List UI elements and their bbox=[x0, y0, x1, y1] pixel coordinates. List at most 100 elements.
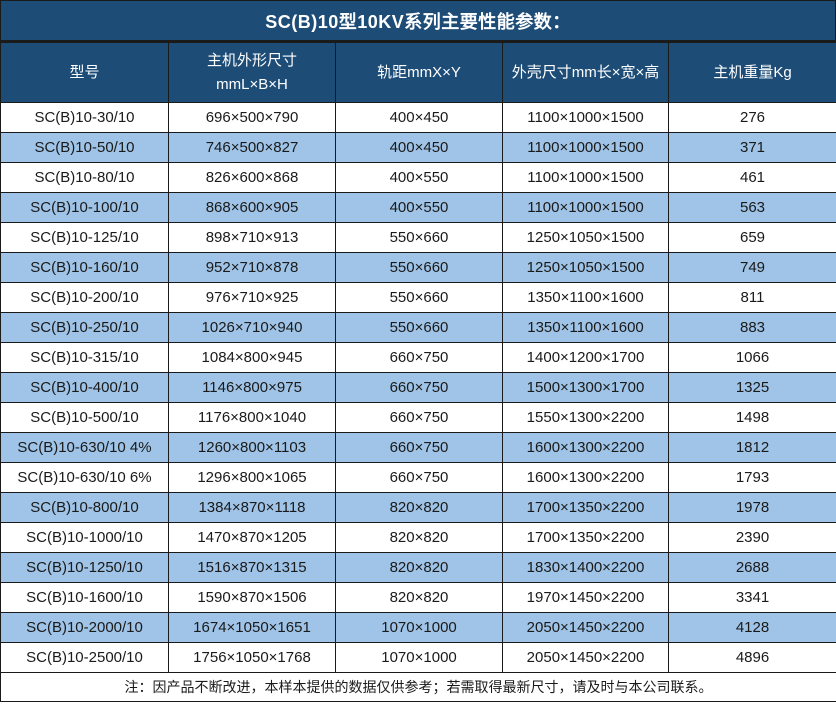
cell-rail-gauge: 1070×1000 bbox=[335, 612, 503, 643]
cell-rail-gauge: 660×750 bbox=[335, 432, 503, 463]
cell-shell-dimensions: 1600×1300×2200 bbox=[502, 462, 669, 493]
cell-shell-dimensions: 1600×1300×2200 bbox=[502, 432, 669, 463]
table-row: SC(B)10-315/10 1084×800×945 660×750 1400×12… bbox=[0, 342, 836, 373]
cell-host-dimensions: 1146×800×975 bbox=[168, 372, 336, 403]
cell-rail-gauge: 400×550 bbox=[335, 162, 503, 193]
cell-model: SC(B)10-125/10 bbox=[0, 222, 169, 253]
cell-model: SC(B)10-1000/10 bbox=[0, 522, 169, 553]
cell-host-dimensions: 1470×870×1205 bbox=[168, 522, 336, 553]
cell-host-dimensions: 1674×1050×1651 bbox=[168, 612, 336, 643]
cell-host-dimensions: 1590×870×1506 bbox=[168, 582, 336, 613]
table-row: SC(B)10-630/10 6% 1296×800×1065 660×750 160… bbox=[0, 462, 836, 493]
cell-host-dimensions: 1296×800×1065 bbox=[168, 462, 336, 493]
cell-model: SC(B)10-400/10 bbox=[0, 372, 169, 403]
cell-model: SC(B)10-315/10 bbox=[0, 342, 169, 373]
cell-rail-gauge: 550×660 bbox=[335, 222, 503, 253]
table-row: SC(B)10-1600/10 1590×870×1506 820×820 1970×… bbox=[0, 582, 836, 613]
cell-shell-dimensions: 2050×1450×2200 bbox=[502, 612, 669, 643]
table-row: SC(B)10-2500/10 1756×1050×1768 1070×1000 20… bbox=[0, 642, 836, 673]
cell-host-dimensions: 696×500×790 bbox=[168, 102, 336, 133]
cell-host-dimensions: 1756×1050×1768 bbox=[168, 642, 336, 673]
table-row: SC(B)10-100/10 868×600×905 400×550 1100×100… bbox=[0, 192, 836, 223]
cell-rail-gauge: 400×550 bbox=[335, 192, 503, 223]
cell-shell-dimensions: 1970×1450×2200 bbox=[502, 582, 669, 613]
cell-weight: 371 bbox=[668, 132, 836, 163]
cell-weight: 1978 bbox=[668, 492, 836, 523]
cell-host-dimensions: 1176×800×1040 bbox=[168, 402, 336, 433]
cell-rail-gauge: 820×820 bbox=[335, 492, 503, 523]
table-row: SC(B)10-630/10 4% 1260×800×1103 660×750 160… bbox=[0, 432, 836, 463]
cell-host-dimensions: 1084×800×945 bbox=[168, 342, 336, 373]
cell-model: SC(B)10-200/10 bbox=[0, 282, 169, 313]
col-header-host-dimensions-line2: mmL×B×H bbox=[216, 75, 288, 93]
cell-rail-gauge: 1070×1000 bbox=[335, 642, 503, 673]
page-title: SC(B)10型10KV系列主要性能参数： bbox=[0, 0, 836, 42]
cell-weight: 811 bbox=[668, 282, 836, 313]
cell-shell-dimensions: 1400×1200×1700 bbox=[502, 342, 669, 373]
cell-weight: 1325 bbox=[668, 372, 836, 403]
cell-host-dimensions: 898×710×913 bbox=[168, 222, 336, 253]
table-row: SC(B)10-800/10 1384×870×1118 820×820 1700×1… bbox=[0, 492, 836, 523]
cell-shell-dimensions: 1700×1350×2200 bbox=[502, 522, 669, 553]
cell-host-dimensions: 976×710×925 bbox=[168, 282, 336, 313]
col-header-weight: 主机重量Kg bbox=[668, 42, 836, 103]
cell-host-dimensions: 952×710×878 bbox=[168, 252, 336, 283]
cell-weight: 749 bbox=[668, 252, 836, 283]
cell-host-dimensions: 746×500×827 bbox=[168, 132, 336, 163]
header-row: 型号 主机外形尺寸 mmL×B×H 轨距mmX×Y 外壳尺寸mm长×宽×高 主机… bbox=[0, 42, 836, 103]
cell-rail-gauge: 400×450 bbox=[335, 102, 503, 133]
cell-weight: 461 bbox=[668, 162, 836, 193]
cell-rail-gauge: 550×660 bbox=[335, 252, 503, 283]
cell-shell-dimensions: 1830×1400×2200 bbox=[502, 552, 669, 583]
col-header-host-dimensions-line1: 主机外形尺寸 bbox=[206, 52, 297, 70]
cell-model: SC(B)10-1250/10 bbox=[0, 552, 169, 583]
cell-rail-gauge: 820×820 bbox=[335, 582, 503, 613]
cell-weight: 883 bbox=[668, 312, 836, 343]
cell-host-dimensions: 1260×800×1103 bbox=[168, 432, 336, 463]
cell-shell-dimensions: 1700×1350×2200 bbox=[502, 492, 669, 523]
cell-host-dimensions: 1516×870×1315 bbox=[168, 552, 336, 583]
col-header-model-label: 型号 bbox=[69, 63, 100, 81]
col-header-model: 型号 bbox=[0, 42, 169, 103]
cell-shell-dimensions: 2050×1450×2200 bbox=[502, 642, 669, 673]
cell-shell-dimensions: 1500×1300×1700 bbox=[502, 372, 669, 403]
cell-weight: 4128 bbox=[668, 612, 836, 643]
table-row: SC(B)10-160/10 952×710×878 550×660 1250×105… bbox=[0, 252, 836, 283]
col-header-rail-gauge-label: 轨距mmX×Y bbox=[377, 63, 461, 81]
col-header-shell-dimensions: 外壳尺寸mm长×宽×高 bbox=[502, 42, 669, 103]
cell-shell-dimensions: 1350×1100×1600 bbox=[502, 282, 669, 313]
cell-rail-gauge: 820×820 bbox=[335, 552, 503, 583]
cell-model: SC(B)10-80/10 bbox=[0, 162, 169, 193]
table-row: SC(B)10-250/10 1026×710×940 550×660 1350×11… bbox=[0, 312, 836, 343]
spec-table: 型号 主机外形尺寸 mmL×B×H 轨距mmX×Y 外壳尺寸mm长×宽×高 主机… bbox=[0, 42, 836, 702]
cell-weight: 2390 bbox=[668, 522, 836, 553]
col-header-weight-label: 主机重量Kg bbox=[713, 63, 792, 81]
cell-weight: 1793 bbox=[668, 462, 836, 493]
cell-rail-gauge: 550×660 bbox=[335, 282, 503, 313]
cell-rail-gauge: 660×750 bbox=[335, 342, 503, 373]
cell-model: SC(B)10-2000/10 bbox=[0, 612, 169, 643]
cell-model: SC(B)10-250/10 bbox=[0, 312, 169, 343]
cell-rail-gauge: 820×820 bbox=[335, 522, 503, 553]
cell-host-dimensions: 1384×870×1118 bbox=[168, 492, 336, 523]
cell-weight: 1498 bbox=[668, 402, 836, 433]
table-row: SC(B)10-1000/10 1470×870×1205 820×820 1700×… bbox=[0, 522, 836, 553]
cell-model: SC(B)10-800/10 bbox=[0, 492, 169, 523]
table-row: SC(B)10-125/10 898×710×913 550×660 1250×105… bbox=[0, 222, 836, 253]
cell-rail-gauge: 660×750 bbox=[335, 462, 503, 493]
table-row: SC(B)10-30/10 696×500×790 400×450 1100×1000… bbox=[0, 102, 836, 133]
footer-note: 注：因产品不断改进，本样本提供的数据仅供参考；若需取得最新尺寸，请及时与本公司联… bbox=[0, 672, 836, 702]
cell-shell-dimensions: 1100×1000×1500 bbox=[502, 162, 669, 193]
table-row: SC(B)10-1250/10 1516×870×1315 820×820 1830×… bbox=[0, 552, 836, 583]
cell-model: SC(B)10-160/10 bbox=[0, 252, 169, 283]
cell-model: SC(B)10-2500/10 bbox=[0, 642, 169, 673]
col-header-host-dimensions: 主机外形尺寸 mmL×B×H bbox=[168, 42, 336, 103]
cell-rail-gauge: 660×750 bbox=[335, 402, 503, 433]
cell-model: SC(B)10-630/10 4% bbox=[0, 432, 169, 463]
cell-model: SC(B)10-630/10 6% bbox=[0, 462, 169, 493]
cell-model: SC(B)10-500/10 bbox=[0, 402, 169, 433]
table-row: SC(B)10-80/10 826×600×868 400×550 1100×1000… bbox=[0, 162, 836, 193]
cell-model: SC(B)10-30/10 bbox=[0, 102, 169, 133]
cell-host-dimensions: 868×600×905 bbox=[168, 192, 336, 223]
